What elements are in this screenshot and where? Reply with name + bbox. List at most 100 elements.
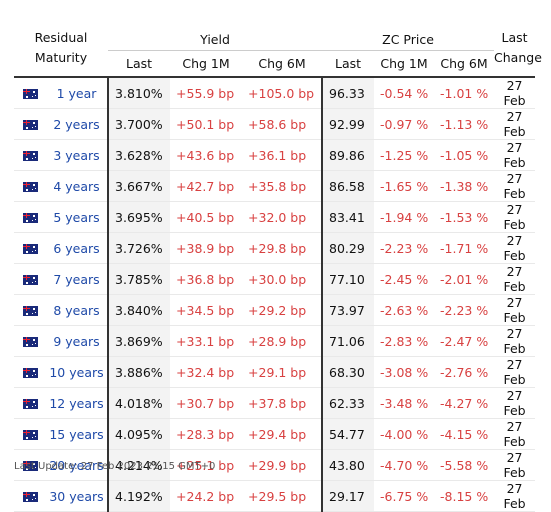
table-row: 10 years 3.886% +32.4 bp +29.1 bp 68.30 … [14, 356, 536, 388]
maturity-link[interactable]: 2 years [46, 108, 109, 140]
zc-chg6m-cell: -2.01 % [434, 263, 495, 295]
last-update-text: Last Update: 27 Feb 2023 21:15 GMT+0 [14, 461, 216, 472]
yield-chg6m-cell: +35.8 bp [242, 170, 323, 202]
maturity-link[interactable]: 12 years [46, 387, 109, 419]
flag-cell [14, 387, 46, 419]
yield-chg1m-header[interactable]: Chg 1M [182, 56, 230, 71]
zc-chg6m-cell: -1.13 % [434, 108, 495, 140]
maturity-link[interactable]: 5 years [46, 201, 109, 233]
zc-chg1m-header[interactable]: Chg 1M [380, 56, 428, 71]
yield-chg1m-cell: +40.5 bp [170, 201, 243, 233]
flag-cell [14, 263, 46, 295]
last-change-cell: 27 Feb [494, 325, 536, 357]
table-row: 12 years 4.018% +30.7 bp +37.8 bp 62.33 … [14, 387, 536, 419]
australia-flag-icon [22, 244, 38, 254]
maturity-link[interactable]: 9 years [46, 325, 109, 357]
yield-chg1m-cell: +34.5 bp [170, 294, 243, 326]
zc-chg6m-cell: -1.71 % [434, 232, 495, 264]
zc-last-cell: 73.97 [321, 294, 375, 326]
yield-last-header[interactable]: Last [125, 56, 153, 71]
yield-chg1m-cell: +43.6 bp [170, 139, 243, 171]
table-row: 20 years 4.214% +25.1 bp +29.9 bp 43.80 … [14, 449, 536, 481]
yield-chg6m-cell: +29.9 bp [242, 449, 323, 481]
yield-chg6m-cell: +58.6 bp [242, 108, 323, 140]
residual-label: Residual [34, 30, 88, 45]
australia-flag-icon [22, 399, 38, 409]
flag-cell [14, 325, 46, 357]
yield-chg1m-cell: +42.7 bp [170, 170, 243, 202]
last-change-cell: 27 Feb [494, 356, 536, 388]
table-row: 7 years 3.785% +36.8 bp +30.0 bp 77.10 -… [14, 263, 536, 295]
zc-price-group-header: ZC Price [322, 20, 495, 51]
yield-chg1m-cell: +24.2 bp [170, 480, 243, 512]
australia-flag-icon [22, 368, 38, 378]
bond-yields-table: Residual Maturity Yield ZC Price Last Ch… [14, 20, 542, 512]
zc-chg1m-cell: -1.65 % [374, 170, 435, 202]
zc-chg1m-cell: -3.48 % [374, 387, 435, 419]
zc-chg6m-cell: -2.76 % [434, 356, 495, 388]
maturity-link[interactable]: 8 years [46, 294, 109, 326]
yield-chg1m-cell: +36.8 bp [170, 263, 243, 295]
yield-last-cell: 4.095% [107, 418, 171, 450]
yield-chg6m-cell: +28.9 bp [242, 325, 323, 357]
last-change-cell: 27 Feb [494, 170, 536, 202]
zc-last-cell: 77.10 [321, 263, 375, 295]
zc-last-cell: 68.30 [321, 356, 375, 388]
table-row: 6 years 3.726% +38.9 bp +29.8 bp 80.29 -… [14, 232, 536, 264]
last-change-cell: 27 Feb [494, 201, 536, 233]
yield-chg1m-cell: +32.4 bp [170, 356, 243, 388]
zc-chg1m-cell: -1.25 % [374, 139, 435, 171]
table-row: 1 year 3.810% +55.9 bp +105.0 bp 96.33 -… [14, 76, 536, 109]
last-change-cell: 27 Feb [494, 449, 536, 481]
yield-chg1m-cell: +30.7 bp [170, 387, 243, 419]
australia-flag-icon [22, 306, 38, 316]
flag-cell [14, 76, 46, 109]
zc-last-cell: 71.06 [321, 325, 375, 357]
zc-chg1m-cell: -2.63 % [374, 294, 435, 326]
zc-chg1m-cell: -2.83 % [374, 325, 435, 357]
maturity-link[interactable]: 6 years [46, 232, 109, 264]
table-row: 3 years 3.628% +43.6 bp +36.1 bp 89.86 -… [14, 139, 536, 171]
table-row: 15 years 4.095% +28.3 bp +29.4 bp 54.77 … [14, 418, 536, 450]
maturity-link[interactable]: 20 years [46, 449, 109, 481]
zc-last-header[interactable]: Last [334, 56, 362, 71]
yield-chg1m-cell: +25.1 bp [170, 449, 243, 481]
flag-cell [14, 480, 46, 512]
australia-flag-icon [22, 337, 38, 347]
flag-cell [14, 449, 46, 481]
zc-chg6m-cell: -4.15 % [434, 418, 495, 450]
maturity-link[interactable]: 3 years [46, 139, 109, 171]
zc-last-cell: 80.29 [321, 232, 375, 264]
yield-last-cell: 3.667% [107, 170, 171, 202]
yield-curve-page: Residual Maturity Yield ZC Price Last Ch… [14, 20, 542, 512]
flag-cell [14, 356, 46, 388]
australia-flag-icon [22, 89, 38, 99]
flag-cell [14, 139, 46, 171]
yield-chg6m-header[interactable]: Chg 6M [258, 56, 306, 71]
zc-chg1m-cell: -3.08 % [374, 356, 435, 388]
yield-chg6m-cell: +29.8 bp [242, 232, 323, 264]
zc-chg6m-cell: -1.53 % [434, 201, 495, 233]
maturity-link[interactable]: 1 year [46, 76, 109, 109]
last-change-cell: 27 Feb [494, 480, 536, 512]
maturity-link[interactable]: 4 years [46, 170, 109, 202]
zc-last-cell: 83.41 [321, 201, 375, 233]
yield-chg6m-cell: +29.5 bp [242, 480, 323, 512]
yield-chg1m-cell: +33.1 bp [170, 325, 243, 357]
zc-chg6m-header[interactable]: Chg 6M [440, 56, 488, 71]
maturity-link[interactable]: 7 years [46, 263, 109, 295]
last-change-cell: 27 Feb [494, 418, 536, 450]
zc-chg6m-cell: -8.15 % [434, 480, 495, 512]
table-row: 8 years 3.840% +34.5 bp +29.2 bp 73.97 -… [14, 294, 536, 326]
zc-chg1m-cell: -0.54 % [374, 76, 435, 109]
maturity-link[interactable]: 15 years [46, 418, 109, 450]
yield-group-header: Yield [108, 20, 323, 51]
yield-chg6m-cell: +37.8 bp [242, 387, 323, 419]
zc-chg6m-cell: -2.23 % [434, 294, 495, 326]
zc-last-cell: 96.33 [321, 76, 375, 109]
maturity-link[interactable]: 10 years [46, 356, 109, 388]
zc-last-cell: 29.17 [321, 480, 375, 512]
australia-flag-icon [22, 492, 38, 502]
maturity-link[interactable]: 30 years [46, 480, 109, 512]
table-row: 4 years 3.667% +42.7 bp +35.8 bp 86.58 -… [14, 170, 536, 202]
